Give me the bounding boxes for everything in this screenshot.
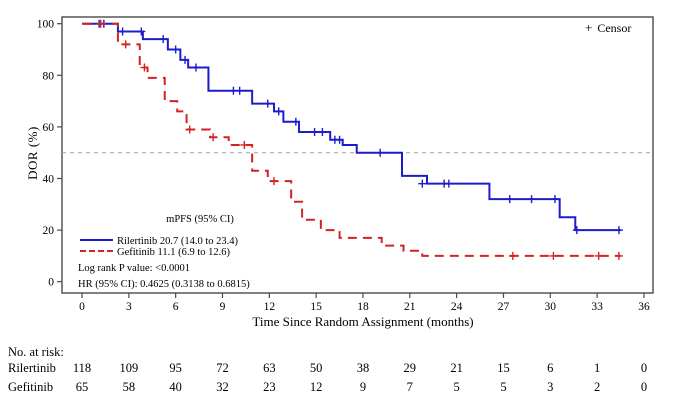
censor-plus-icon: + xyxy=(585,20,593,35)
svg-text:30: 30 xyxy=(545,301,557,313)
risk-row-label-gefitinib: Gefitinib xyxy=(8,380,54,394)
risk-count-gefitinib-m27: 5 xyxy=(500,380,507,394)
risk-count-rilertinib-m9: 72 xyxy=(216,361,229,375)
risk-count-gefitinib-m15: 12 xyxy=(309,380,323,394)
svg-text:18: 18 xyxy=(357,301,369,313)
svg-text:15: 15 xyxy=(310,301,322,313)
censor-marks-rilertinib xyxy=(95,19,623,235)
svg-text:24: 24 xyxy=(451,301,463,313)
risk-count-rilertinib-m15: 50 xyxy=(309,361,323,375)
risk-count-gefitinib-m0: 65 xyxy=(75,380,89,394)
risk-count-gefitinib-m3: 58 xyxy=(122,380,136,394)
censor-marks-gefitinib xyxy=(96,19,623,260)
risk-count-rilertinib-m21: 29 xyxy=(403,361,417,375)
censor-legend-label: Censor xyxy=(597,21,632,35)
legend-entry-rilertinib: Rilertinib 20.7 (14.0 to 23.4) xyxy=(80,236,238,248)
risk-count-gefitinib-m6: 40 xyxy=(169,380,182,394)
risk-row-label-rilertinib: Rilertinib xyxy=(8,361,56,375)
risk-count-rilertinib-m30: 6 xyxy=(547,361,554,375)
svg-text:0: 0 xyxy=(79,301,85,313)
x-axis-title: Time Since Random Assignment (months) xyxy=(252,314,474,329)
logrank-annotation: Log rank P value: <0.0001 xyxy=(78,263,190,274)
svg-text:21: 21 xyxy=(404,301,416,313)
legend-header: mPFS (95% CI) xyxy=(166,214,234,225)
risk-count-gefitinib-m9: 32 xyxy=(216,380,229,394)
risk-count-gefitinib-m36: 0 xyxy=(640,380,648,394)
gefitinib-line-sample xyxy=(80,250,113,252)
risk-count-gefitinib-m18: 9 xyxy=(359,380,367,394)
risk-count-rilertinib-m36: 0 xyxy=(640,361,648,375)
risk-count-gefitinib-m21: 7 xyxy=(406,380,413,394)
svg-text:60: 60 xyxy=(43,122,55,134)
svg-text:33: 33 xyxy=(591,301,603,313)
risk-count-rilertinib-m18: 38 xyxy=(356,361,370,375)
svg-text:40: 40 xyxy=(43,174,55,186)
risk-count-rilertinib-m0: 118 xyxy=(72,361,92,375)
x-axis-ticks: 0 3 6 9 12 15 18 21 24 27 30 33 36 xyxy=(79,293,650,313)
risk-table-title: No. at risk: xyxy=(8,345,64,359)
legend-entry-rilertinib-label: Rilertinib 20.7 (14.0 to 23.4) xyxy=(117,236,239,247)
svg-text:0: 0 xyxy=(48,277,54,289)
svg-text:12: 12 xyxy=(264,301,276,313)
svg-text:36: 36 xyxy=(638,301,650,313)
risk-count-rilertinib-m24: 21 xyxy=(450,361,463,375)
censor-legend: + Censor xyxy=(585,20,631,36)
svg-text:9: 9 xyxy=(220,301,226,313)
risk-count-gefitinib-m24: 5 xyxy=(453,380,460,394)
plot-border xyxy=(61,16,654,294)
svg-text:27: 27 xyxy=(498,301,510,313)
y-axis-title: DOR (%) xyxy=(25,126,40,180)
y-axis-ticks: 0 20 40 60 80 100 xyxy=(37,19,62,289)
risk-count-rilertinib-m12: 63 xyxy=(263,361,276,375)
rilertinib-line-sample xyxy=(80,239,113,241)
svg-text:80: 80 xyxy=(43,70,55,82)
risk-count-rilertinib-m33: 1 xyxy=(594,361,601,375)
legend-entry-gefitinib-label: Gefitinib 11.1 (6.9 to 12.6) xyxy=(117,247,231,258)
risk-count-rilertinib-m27: 15 xyxy=(497,361,510,375)
curve-rilertinib xyxy=(82,19,623,235)
svg-text:100: 100 xyxy=(37,19,55,31)
svg-text:6: 6 xyxy=(173,301,179,313)
legend-entry-gefitinib: Gefitinib 11.1 (6.9 to 12.6) xyxy=(80,247,230,259)
risk-count-gefitinib-m12: 23 xyxy=(263,380,276,394)
risk-count-rilertinib-m3: 109 xyxy=(119,361,139,375)
risk-count-rilertinib-m6: 95 xyxy=(169,361,182,375)
svg-text:3: 3 xyxy=(126,301,132,313)
svg-text:20: 20 xyxy=(43,225,55,237)
risk-count-gefitinib-m33: 2 xyxy=(594,380,601,394)
hr-annotation: HR (95% CI): 0.4625 (0.3138 to 0.6815) xyxy=(78,279,250,290)
curve-gefitinib xyxy=(82,19,623,260)
risk-count-gefitinib-m30: 3 xyxy=(547,380,554,394)
